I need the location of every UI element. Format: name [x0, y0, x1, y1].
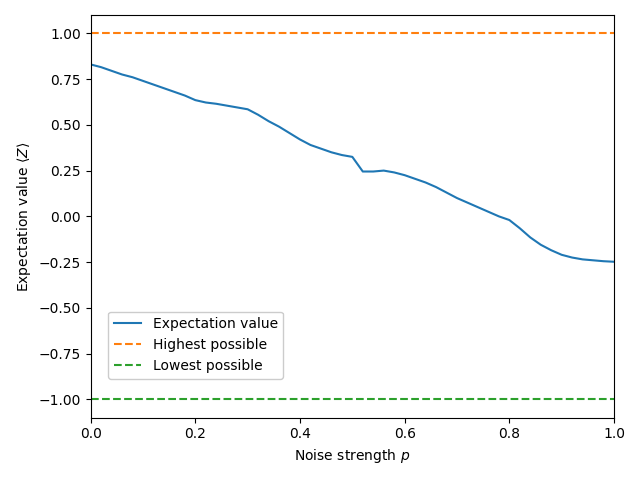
Expectation value: [254, 112, 262, 118]
Expectation value: [610, 259, 618, 264]
Expectation value: [600, 258, 607, 264]
Expectation value: [432, 184, 440, 190]
Y-axis label: Expectation value $\langle Z\rangle$: Expectation value $\langle Z\rangle$: [15, 141, 33, 291]
Expectation value: [463, 200, 471, 205]
Legend: Expectation value, Highest possible, Lowest possible: Expectation value, Highest possible, Low…: [108, 312, 283, 379]
X-axis label: Noise strength $p$: Noise strength $p$: [294, 447, 410, 465]
Expectation value: [244, 107, 252, 112]
Expectation value: [87, 61, 95, 67]
Line: Expectation value: Expectation value: [91, 64, 614, 262]
Expectation value: [202, 100, 210, 106]
